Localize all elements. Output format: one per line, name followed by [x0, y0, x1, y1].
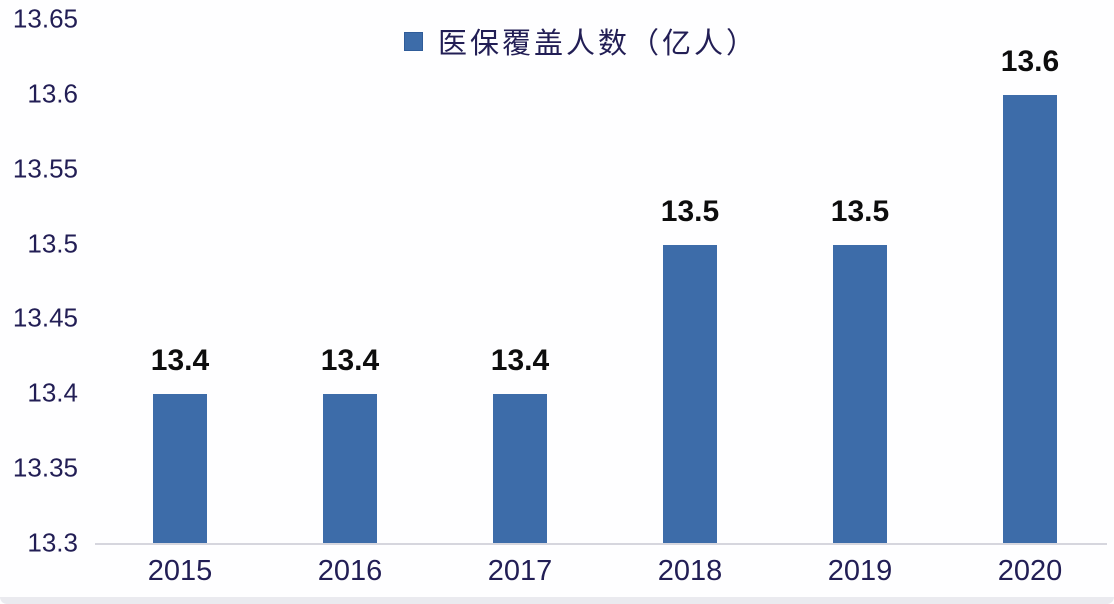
- y-tick-label: 13.6: [27, 78, 78, 109]
- bar-value-label: 13.4: [490, 344, 550, 378]
- y-tick-label: 13.3: [27, 527, 78, 558]
- x-tick-label: 2016: [317, 555, 383, 587]
- bar-value-label: 13.4: [150, 344, 210, 378]
- bar-2015: [153, 394, 207, 543]
- x-tick-label: 2020: [997, 555, 1063, 587]
- bar-value-label: 13.5: [660, 194, 720, 228]
- bar-2017: [493, 394, 547, 543]
- y-tick-label: 13.4: [27, 377, 78, 408]
- bar-value-label: 13.5: [830, 194, 890, 228]
- x-tick-label: 2017: [487, 555, 553, 587]
- x-axis-line: [95, 543, 1107, 545]
- y-tick-label: 13.5: [27, 227, 78, 258]
- y-tick-label: 13.65: [12, 3, 78, 34]
- legend-marker-icon: [404, 31, 423, 51]
- bottom-edge-strip: [0, 597, 1114, 604]
- y-tick-label: 13.45: [12, 302, 78, 333]
- bar-value-label: 13.6: [1000, 44, 1060, 78]
- bar-2018: [663, 244, 717, 543]
- x-tick-label: 2019: [827, 555, 893, 587]
- bar-value-label: 13.4: [320, 344, 380, 378]
- bar-2016: [323, 394, 377, 543]
- x-tick-label: 2015: [147, 555, 213, 587]
- y-tick-label: 13.55: [12, 152, 78, 183]
- x-tick-label: 2018: [657, 555, 723, 587]
- bar-2019: [833, 244, 887, 543]
- bar-2020: [1003, 94, 1057, 543]
- chart-legend: 医保覆盖人数（亿人）: [404, 22, 758, 60]
- legend-label: 医保覆盖人数（亿人）: [438, 28, 759, 60]
- y-tick-label: 13.35: [12, 452, 78, 483]
